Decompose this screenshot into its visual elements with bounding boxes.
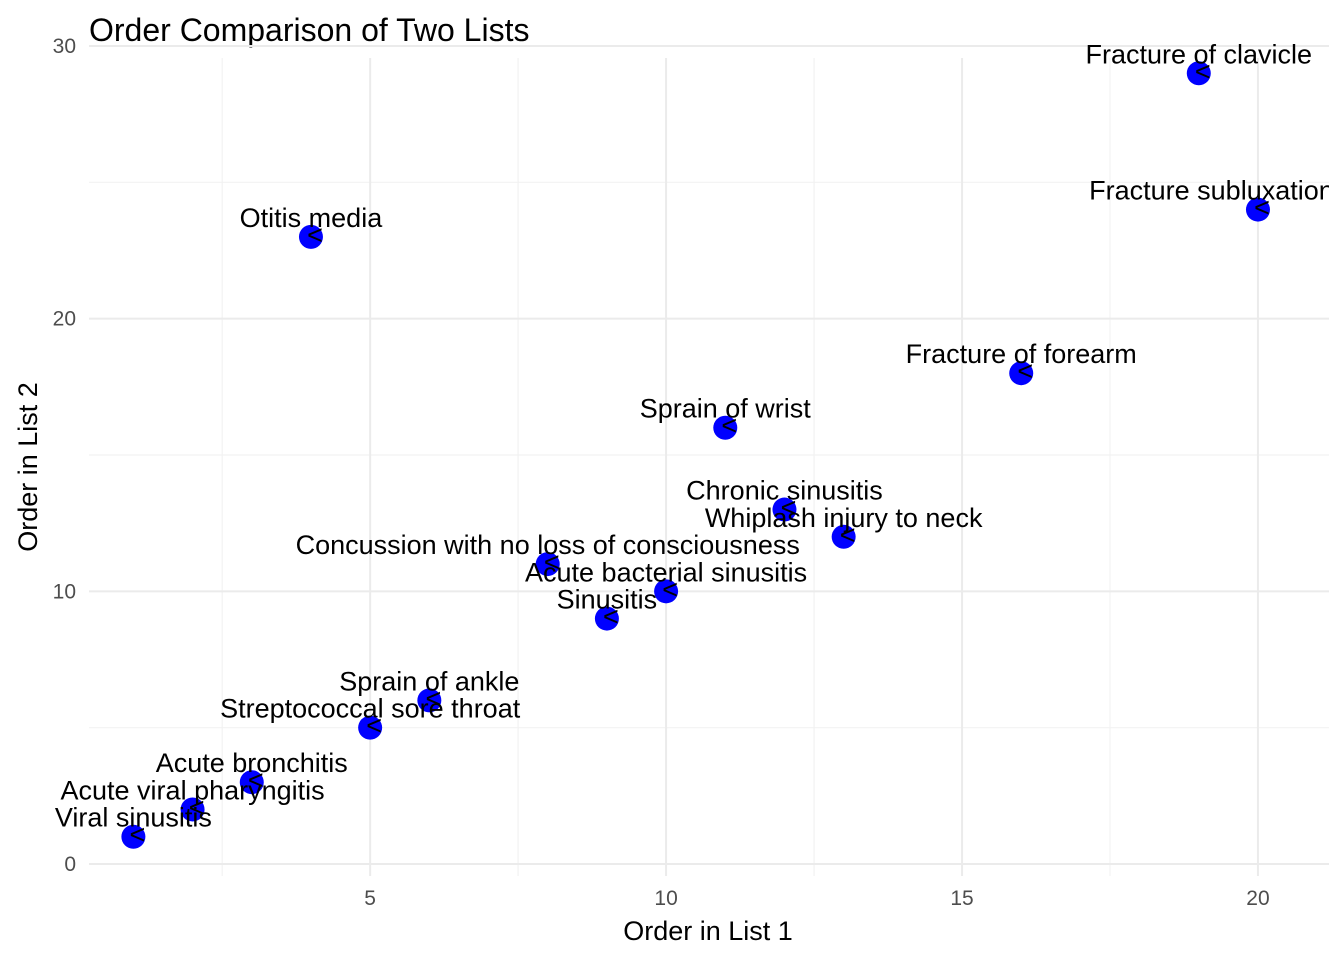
point-glyph: < (662, 574, 678, 604)
x-tick-label: 15 (950, 887, 973, 910)
point-label: Whiplash injury to neck (705, 503, 983, 533)
point-glyph: < (425, 683, 441, 713)
point-label: Acute viral pharyngitis (61, 775, 325, 805)
point-glyph: < (189, 792, 205, 822)
point-label: Sinusitis (557, 585, 658, 615)
chart-title: Order Comparison of Two Lists (89, 12, 529, 48)
y-tick-label: 30 (53, 35, 76, 58)
data-point (1245, 197, 1270, 222)
data-point (358, 715, 383, 740)
data-point (654, 579, 679, 604)
data-point (417, 688, 442, 713)
point-glyph: < (248, 765, 264, 795)
data-point (298, 224, 323, 249)
point-glyph: < (366, 711, 382, 741)
y-axis-title: Order in List 2 (13, 382, 43, 552)
point-label: Viral sinusitis (55, 803, 212, 833)
y-tick-label: 0 (64, 853, 76, 876)
x-axis-title: Order in List 1 (623, 916, 793, 946)
point-glyph: < (307, 220, 323, 250)
y-tick-label: 20 (53, 308, 76, 331)
point-label: Fracture subluxation of wrist (1089, 176, 1344, 206)
point-glyph: < (840, 520, 856, 550)
point-label: Streptococcal sore throat (220, 694, 521, 724)
data-point (180, 797, 205, 822)
data-point (121, 824, 146, 849)
point-glyph: < (1254, 193, 1270, 223)
data-points: < < < < < < < < < < < < < < < (121, 56, 1270, 850)
x-tick-label: 5 (364, 887, 376, 910)
x-tick-label: 10 (654, 887, 677, 910)
data-point (239, 770, 264, 795)
data-point (772, 497, 797, 522)
data-point (594, 606, 619, 631)
tick-labels: 5 10 15 20 0 10 20 30 (53, 35, 1270, 910)
point-glyph: < (1017, 356, 1033, 386)
point-glyph: < (130, 820, 146, 850)
x-tick-label: 20 (1246, 887, 1269, 910)
point-glyph: < (781, 493, 797, 523)
point-glyph: < (1195, 56, 1211, 86)
point-glyph: < (603, 602, 619, 632)
point-glyph: < (544, 547, 560, 577)
point-label: Fracture of forearm (906, 339, 1137, 369)
point-glyph: < (721, 411, 737, 441)
data-point (1009, 361, 1034, 386)
point-label: Concussion with no loss of consciousness (296, 530, 800, 560)
point-label: Acute bacterial sinusitis (525, 557, 807, 587)
point-label: Fracture of clavicle (1085, 39, 1312, 69)
point-label: Acute bronchitis (156, 748, 348, 778)
point-label: Sprain of ankle (339, 666, 519, 696)
data-point (831, 524, 856, 549)
data-point (1186, 61, 1211, 86)
data-point (713, 415, 738, 440)
point-label: Otitis media (240, 203, 384, 233)
y-tick-label: 10 (53, 580, 76, 603)
grid-lines (89, 45, 1329, 876)
point-label: Chronic sinusitis (686, 476, 883, 506)
point-label: Sprain of wrist (640, 394, 812, 424)
data-point (535, 552, 560, 577)
